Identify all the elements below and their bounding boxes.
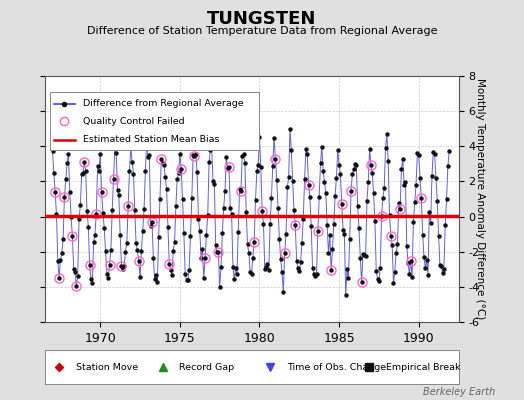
Text: TUNGSTEN: TUNGSTEN — [208, 10, 316, 28]
Text: Empirical Break: Empirical Break — [386, 362, 461, 372]
Y-axis label: Monthly Temperature Anomaly Difference (°C): Monthly Temperature Anomaly Difference (… — [475, 78, 485, 320]
Text: Difference from Regional Average: Difference from Regional Average — [83, 99, 244, 108]
Text: Berkeley Earth: Berkeley Earth — [423, 387, 495, 397]
Text: Station Move: Station Move — [75, 362, 138, 372]
Text: Record Gap: Record Gap — [179, 362, 234, 372]
Text: Quality Control Failed: Quality Control Failed — [83, 116, 185, 126]
Text: Estimated Station Mean Bias: Estimated Station Mean Bias — [83, 135, 220, 144]
Text: Difference of Station Temperature Data from Regional Average: Difference of Station Temperature Data f… — [87, 26, 437, 36]
Text: Time of Obs. Change: Time of Obs. Change — [287, 362, 386, 372]
